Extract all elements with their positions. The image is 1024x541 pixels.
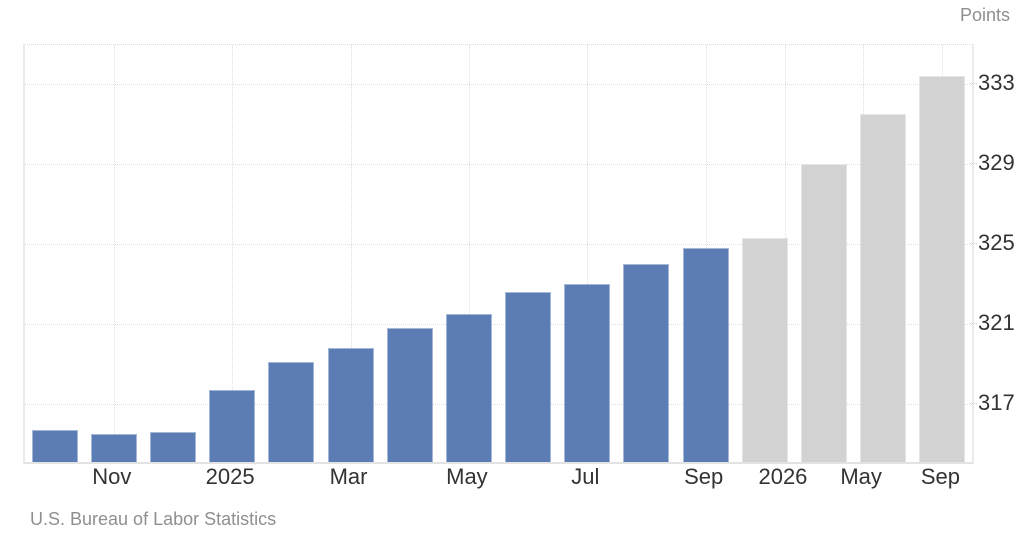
bar-sep-2026[interactable] (919, 76, 966, 462)
bar-jul-2025[interactable] (564, 284, 611, 462)
y-axis-units-label: Points (959, 5, 1010, 25)
bar-jan-2025[interactable] (209, 390, 256, 462)
y-tick-label-321: 321 (978, 310, 1015, 335)
bar-feb-2025[interactable] (268, 362, 315, 462)
y-tick-mark-325 (970, 243, 977, 244)
x-tick-label-sep: Sep (920, 464, 960, 489)
gridline-vertical-nov (113, 45, 115, 462)
bar-dec-2024[interactable] (149, 432, 196, 462)
x-tick-label-2025: 2025 (205, 464, 255, 489)
bar-oct-2024[interactable] (31, 430, 78, 462)
x-tick-label-jul: Jul (571, 464, 600, 489)
gridline-vertical-2025 (232, 45, 234, 462)
gridline-horizontal-333 (25, 84, 972, 85)
bar-aug-2025[interactable] (623, 264, 670, 462)
x-tick-label-2026: 2026 (758, 464, 808, 489)
y-tick-mark-333 (970, 83, 977, 84)
x-tick-label-nov: Nov (92, 464, 132, 489)
x-tick-label-may: May (446, 464, 488, 489)
gridline-vertical-mar (350, 45, 352, 462)
bar-jun-2026[interactable] (860, 114, 907, 462)
bar-apr-2025[interactable] (386, 328, 433, 462)
gridline-horizontal-329 (25, 164, 972, 165)
gridline-vertical-jul (587, 45, 589, 462)
x-tick-label-may: May (840, 464, 882, 489)
y-tick-label-317: 317 (978, 390, 1015, 415)
bar-mar-2025[interactable] (327, 348, 374, 462)
y-tick-label-333: 333 (978, 70, 1015, 95)
y-tick-label-325: 325 (978, 230, 1015, 255)
bar-nov-2024[interactable] (90, 434, 137, 462)
gridline-horizontal-317 (25, 404, 972, 405)
y-tick-mark-329 (970, 163, 977, 164)
y-tick-mark-321 (970, 323, 977, 324)
y-tick-mark-317 (970, 403, 977, 404)
gridline-vertical-may (468, 45, 470, 462)
gridline-horizontal-321 (25, 324, 972, 325)
bar-dec-2025[interactable] (741, 238, 788, 462)
bar-may-2025[interactable] (445, 314, 492, 462)
bar-sep-2025[interactable] (682, 248, 729, 462)
x-tick-label-sep: Sep (684, 464, 724, 489)
bar-jun-2025[interactable] (505, 292, 552, 462)
plot-area[interactable] (23, 44, 974, 464)
bar-mar-2026[interactable] (801, 164, 848, 462)
y-tick-label-329: 329 (978, 150, 1015, 175)
source-attribution: U.S. Bureau of Labor Statistics (30, 509, 277, 529)
gridline-horizontal-325 (25, 244, 972, 245)
x-tick-label-mar: Mar (329, 464, 368, 489)
